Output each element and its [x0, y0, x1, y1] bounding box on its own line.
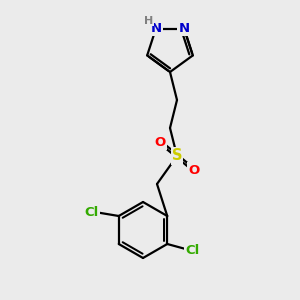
Text: S: S [172, 148, 182, 164]
Text: N: N [178, 22, 190, 35]
Text: O: O [154, 136, 166, 148]
Text: O: O [188, 164, 200, 176]
Text: Cl: Cl [85, 206, 99, 218]
Text: H: H [144, 16, 154, 26]
Text: Cl: Cl [185, 244, 200, 256]
Text: N: N [150, 22, 161, 35]
